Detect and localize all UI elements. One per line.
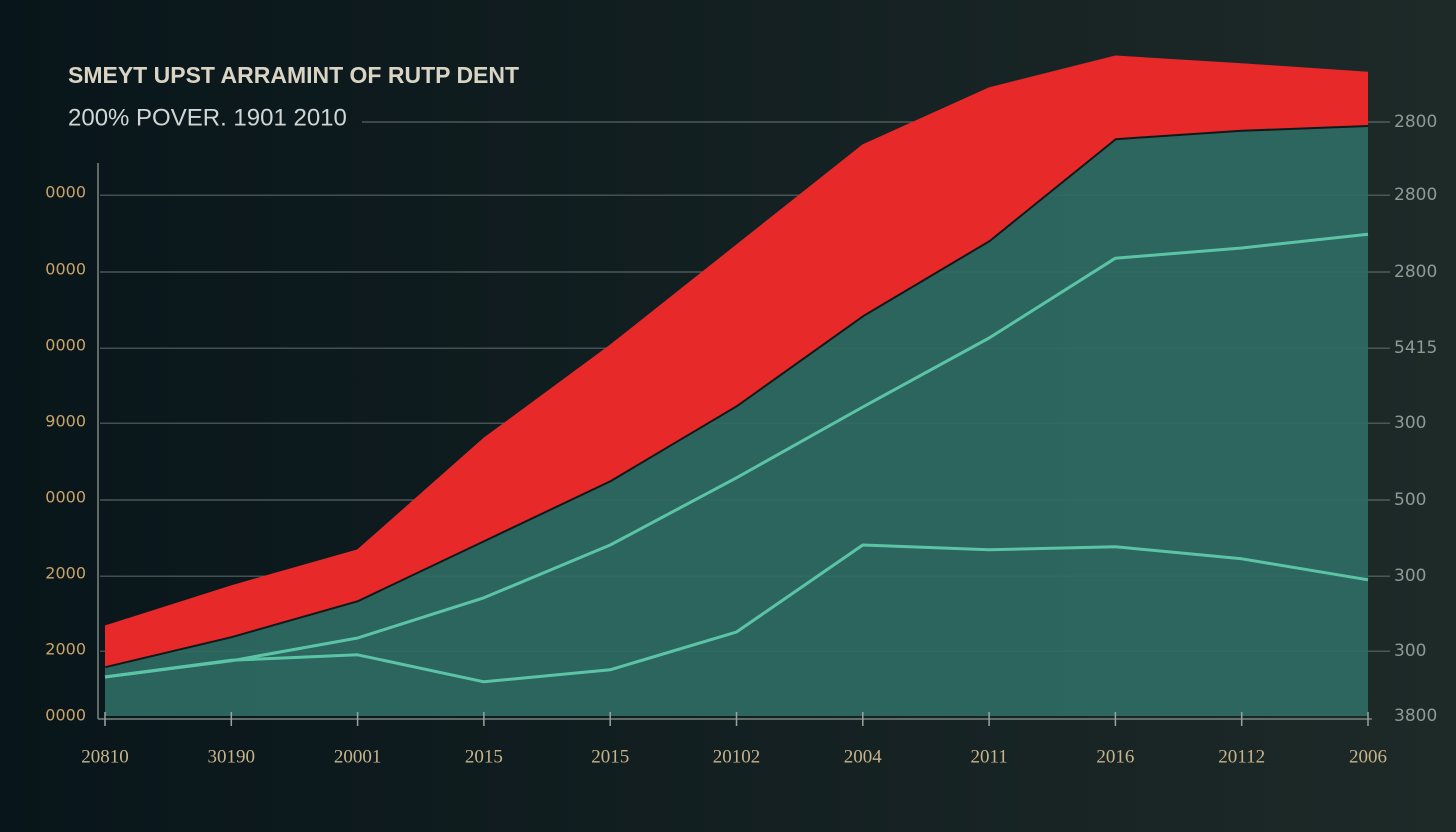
y2-tick-label: 300 xyxy=(1394,566,1426,586)
x-tick-label: 20102 xyxy=(713,746,761,767)
x-tick-label: 2004 xyxy=(844,746,883,767)
x-tick-label: 2016 xyxy=(1096,746,1134,767)
y2-tick-label: 3800 xyxy=(1394,706,1437,726)
y-tick-label: 2000 xyxy=(45,640,86,659)
y-tick-label: 0000 xyxy=(45,706,86,725)
x-tick-label: 20001 xyxy=(334,746,382,767)
x-tick-label: 2015 xyxy=(465,746,503,767)
y-tick-label: 0000 xyxy=(45,182,86,201)
chart-title: SMEYT UPST ARRAMINT OF RUTP DENT xyxy=(68,62,519,88)
x-tick-label: 2015 xyxy=(591,746,629,767)
chart-subtitle: 200% POVER. 1901 2010 xyxy=(68,104,347,131)
x-tick-label: 20810 xyxy=(81,746,129,767)
y2-tick-label: 300 xyxy=(1394,641,1426,661)
x-tick-label: 2006 xyxy=(1349,746,1387,767)
area-edge xyxy=(104,55,1369,627)
y-tick-label: 0000 xyxy=(45,335,86,354)
y2-tick-label: 2800 xyxy=(1394,185,1437,205)
y-tick-label: 9000 xyxy=(45,412,86,431)
y2-tick-label: 500 xyxy=(1394,490,1426,510)
y-tick-label: 0000 xyxy=(45,488,86,507)
y-tick-label: 0000 xyxy=(45,260,86,279)
x-tick-label: 30190 xyxy=(208,746,256,767)
y2-tick-label: 2800 xyxy=(1394,112,1437,132)
y2-tick-label: 300 xyxy=(1394,413,1426,433)
line xyxy=(104,543,1369,684)
y-tick-label: 2000 xyxy=(45,563,86,582)
line xyxy=(104,232,1369,679)
band xyxy=(105,56,1368,667)
x-tick-label: 2011 xyxy=(970,746,1007,767)
plot xyxy=(104,55,1369,716)
area xyxy=(105,125,1368,716)
x-tick-label: 20112 xyxy=(1218,746,1265,767)
y2-tick-label: 2800 xyxy=(1394,262,1437,282)
y2-tick-label: 5415 xyxy=(1394,338,1437,358)
